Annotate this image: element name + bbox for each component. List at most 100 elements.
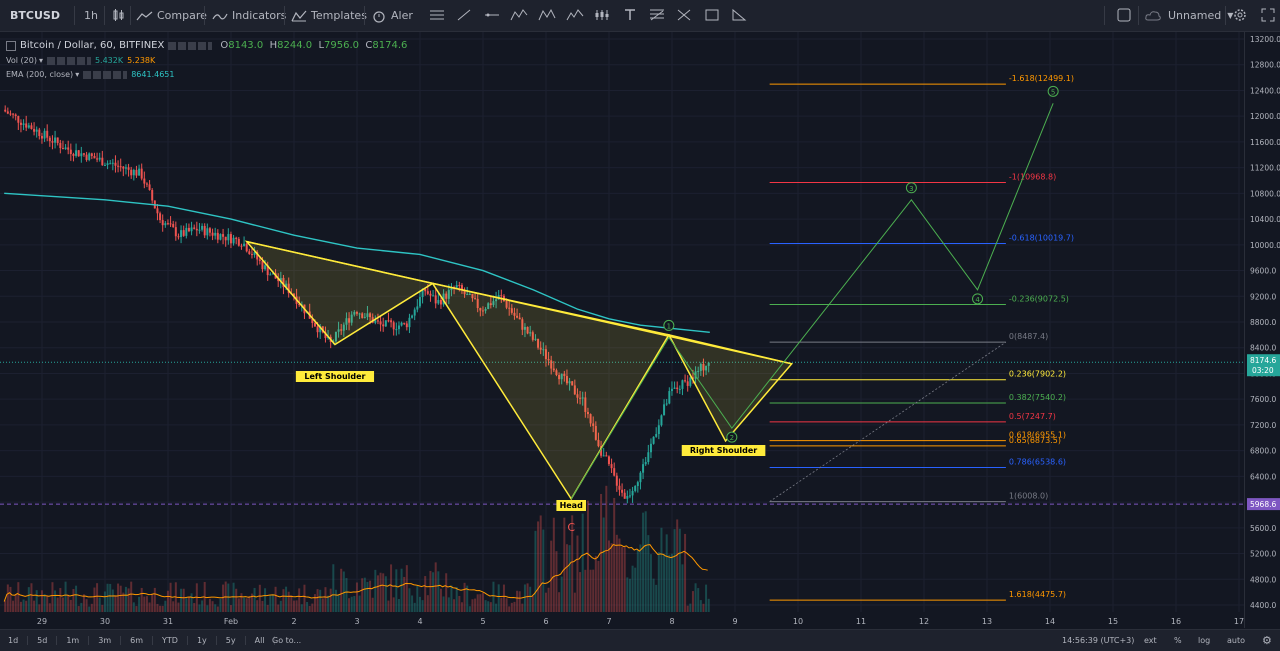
series-controls-icons[interactable] bbox=[168, 41, 213, 50]
candle bbox=[224, 236, 227, 247]
time-axis[interactable]: 29 30 31 Feb 2 3 4 5 6 7 8 9 10 11 12 13 14 15 16 17 bbox=[0, 612, 1244, 628]
candle bbox=[576, 388, 579, 404]
volume-bar bbox=[371, 597, 374, 612]
volume-bar bbox=[605, 485, 608, 612]
fib-level[interactable]: 0.5(7247.7) bbox=[769, 412, 1056, 423]
templates-button[interactable]: Templates bbox=[291, 0, 367, 31]
volume-bar bbox=[222, 584, 225, 612]
volume-bar bbox=[644, 511, 647, 612]
symbol-search[interactable]: BTCUSD bbox=[10, 0, 60, 31]
ema-value: 8641.4651 bbox=[131, 70, 175, 79]
head-triangle[interactable] bbox=[430, 282, 671, 501]
fib-level[interactable]: 1.618(4475.7) bbox=[769, 590, 1066, 601]
measure-tool-icon[interactable] bbox=[674, 5, 694, 25]
fib-trend-line[interactable] bbox=[769, 341, 1007, 502]
left-shoulder-triangle[interactable] bbox=[244, 240, 435, 346]
volume-bar bbox=[201, 600, 204, 612]
volume-controls-icons[interactable] bbox=[46, 56, 91, 65]
dropdown-icon[interactable]: ▾ bbox=[38, 56, 43, 65]
collapse-icon[interactable] bbox=[6, 40, 16, 51]
fib-level[interactable]: -1.618(12499.1) bbox=[769, 74, 1074, 85]
volume-bar bbox=[287, 591, 290, 612]
candle bbox=[481, 306, 484, 316]
fib-retracement-tool-icon[interactable] bbox=[647, 5, 667, 25]
volume-bar bbox=[285, 586, 288, 612]
horizontal-lines-tool-icon[interactable] bbox=[427, 5, 447, 25]
fullscreen-square-icon[interactable] bbox=[1114, 5, 1134, 25]
neckline[interactable] bbox=[246, 240, 792, 365]
range-button-1d[interactable]: 1d bbox=[8, 636, 29, 645]
candle bbox=[135, 165, 138, 178]
rectangle-tool-icon[interactable] bbox=[702, 5, 722, 25]
volume-bar bbox=[56, 597, 59, 612]
volume-bar bbox=[458, 595, 461, 612]
range-button-1y[interactable]: 1y bbox=[197, 636, 217, 645]
range-button-3m[interactable]: 3m bbox=[98, 636, 122, 645]
range-button-ytd[interactable]: YTD bbox=[162, 636, 188, 645]
candle bbox=[550, 355, 553, 375]
interval-button[interactable]: 1h bbox=[84, 0, 98, 31]
ruler-tool-icon[interactable] bbox=[729, 5, 749, 25]
percent-button[interactable]: % bbox=[1174, 630, 1182, 651]
fib-level[interactable]: 0.382(7540.2) bbox=[769, 393, 1066, 404]
chart-canvas[interactable]: -1.618(12499.1) -1(10968.8) -0.618(10019.7… bbox=[0, 32, 1244, 628]
fib-level[interactable]: 0(8487.4) bbox=[769, 332, 1049, 343]
range-button-5y[interactable]: 5y bbox=[226, 636, 246, 645]
indicators-button[interactable]: Indicators bbox=[212, 0, 286, 31]
ext-label: ext bbox=[1144, 636, 1157, 645]
gear-icon[interactable] bbox=[1230, 5, 1250, 25]
candle bbox=[518, 313, 521, 320]
candle bbox=[395, 322, 398, 336]
volume-bar bbox=[124, 586, 127, 612]
volume-bar bbox=[621, 547, 624, 612]
candle bbox=[164, 221, 167, 228]
candle bbox=[172, 220, 175, 228]
candle-style-icon[interactable] bbox=[108, 5, 128, 25]
volume-bar bbox=[497, 584, 500, 612]
ema-controls-icons[interactable] bbox=[83, 70, 128, 79]
text-tool-icon[interactable] bbox=[620, 5, 640, 25]
volume-bar bbox=[145, 596, 148, 612]
volume-bar bbox=[384, 576, 387, 612]
layout-menu[interactable]: Unnamed ▼ bbox=[1144, 0, 1233, 31]
volume-bar bbox=[610, 543, 613, 612]
pitchfork-tool-icon[interactable] bbox=[509, 5, 529, 25]
fib-level[interactable]: 1(6008.0) bbox=[769, 492, 1049, 503]
time-tick: 31 bbox=[163, 617, 173, 626]
trend-line-tool-icon[interactable] bbox=[454, 5, 474, 25]
range-button-5d[interactable]: 5d bbox=[37, 636, 58, 645]
dropdown-icon[interactable]: ▾ bbox=[75, 70, 80, 79]
goto-button[interactable]: Go to... bbox=[272, 630, 301, 651]
price-tick: 8800.0 bbox=[1250, 318, 1276, 327]
compare-button[interactable]: Compare bbox=[136, 0, 207, 31]
fib-level[interactable]: 0.65(6873.5) bbox=[769, 436, 1061, 447]
fullscreen-icon[interactable] bbox=[1258, 5, 1278, 25]
fib-level[interactable]: -0.236(9072.5) bbox=[769, 294, 1069, 305]
volume-bar bbox=[271, 594, 274, 612]
price-axis[interactable]: 13200.0 12800.0 12400.0 12000.0 11600.0 11200… bbox=[1244, 32, 1280, 628]
prediction-tool-icon[interactable] bbox=[592, 5, 612, 25]
elliott-wave-tool-icon[interactable] bbox=[565, 5, 585, 25]
fib-level[interactable]: -0.618(10019.7) bbox=[769, 234, 1074, 245]
volume-bar bbox=[705, 584, 708, 612]
range-button-all[interactable]: All bbox=[255, 636, 275, 645]
auto-button[interactable]: auto bbox=[1227, 630, 1245, 651]
candle bbox=[408, 313, 411, 334]
horizontal-ray-tool-icon[interactable] bbox=[482, 5, 502, 25]
ext-button[interactable]: ext bbox=[1144, 630, 1157, 651]
fib-level[interactable]: 0.786(6538.6) bbox=[769, 457, 1066, 468]
volume-bar bbox=[245, 598, 248, 612]
elliott-wave-line[interactable] bbox=[570, 103, 1054, 500]
gear-icon[interactable]: ⚙ bbox=[1262, 634, 1272, 647]
fib-level[interactable]: -1(10968.8) bbox=[769, 173, 1057, 184]
fib-level[interactable]: 0.236(7902.2) bbox=[769, 370, 1066, 381]
candle bbox=[471, 293, 474, 302]
range-button-1m[interactable]: 1m bbox=[66, 636, 90, 645]
abcd-pattern-tool-icon[interactable] bbox=[537, 5, 557, 25]
range-button-6m[interactable]: 6m bbox=[130, 636, 154, 645]
alert-button[interactable]: Aler bbox=[371, 0, 413, 31]
fib-level[interactable]: 0.618(6955.1) bbox=[769, 431, 1066, 442]
chart-pane[interactable]: -1.618(12499.1) -1(10968.8) -0.618(10019.7… bbox=[0, 32, 1244, 628]
log-button[interactable]: log bbox=[1198, 630, 1210, 651]
volume-bar bbox=[253, 587, 256, 612]
